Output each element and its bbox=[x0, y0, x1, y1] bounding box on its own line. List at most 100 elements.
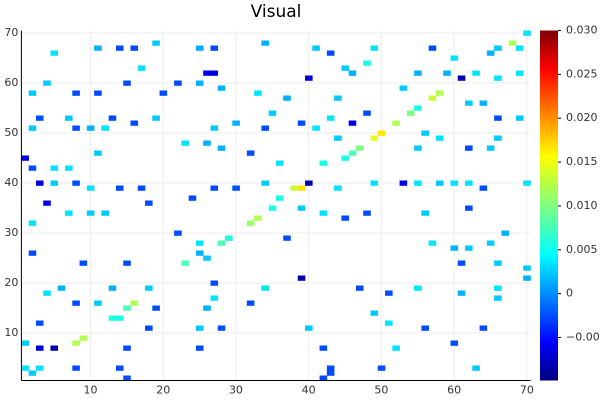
heat-cell bbox=[203, 255, 211, 261]
heat-cell bbox=[326, 115, 335, 121]
heat-cell bbox=[428, 45, 437, 51]
heat-cell bbox=[414, 285, 422, 291]
heat-cell bbox=[28, 370, 37, 376]
heat-cell bbox=[465, 245, 473, 251]
y-tick-label: 70 bbox=[4, 26, 18, 39]
heat-cell bbox=[494, 295, 502, 301]
colorbar-tick-label: 0.015 bbox=[566, 155, 598, 168]
heat-cell bbox=[261, 40, 269, 46]
heat-cell bbox=[123, 80, 131, 86]
heat-cell bbox=[254, 90, 262, 96]
heat-cell bbox=[254, 215, 262, 221]
heat-cell bbox=[210, 125, 219, 131]
heat-cell bbox=[450, 55, 459, 61]
heat-cell bbox=[203, 70, 211, 76]
x-tick-label: 20 bbox=[156, 384, 170, 397]
heat-cell bbox=[334, 185, 342, 191]
heat-cell bbox=[115, 45, 124, 51]
heat-cell bbox=[370, 135, 379, 141]
heat-cell bbox=[28, 220, 37, 226]
heat-cell bbox=[21, 340, 29, 346]
heat-cell bbox=[472, 70, 480, 76]
heat-cell bbox=[152, 115, 160, 121]
heat-cell bbox=[494, 45, 502, 51]
heat-cell bbox=[130, 300, 139, 306]
heat-cell bbox=[195, 250, 204, 256]
heat-cell bbox=[108, 315, 117, 321]
heat-cell bbox=[217, 85, 226, 91]
heat-cell bbox=[305, 75, 313, 81]
heat-cell bbox=[94, 300, 102, 306]
heat-cell bbox=[217, 145, 226, 151]
heat-cell bbox=[65, 210, 73, 216]
heat-cell bbox=[123, 305, 131, 311]
heat-cell bbox=[494, 75, 502, 81]
heat-cell bbox=[145, 200, 153, 206]
heat-cell bbox=[72, 180, 80, 186]
colorbar-tick-label: 0.025 bbox=[566, 67, 598, 80]
heat-cell bbox=[494, 285, 502, 291]
heat-cell bbox=[421, 210, 429, 216]
colorbar-tick-label: 0.010 bbox=[566, 199, 598, 212]
y-tick-label: 20 bbox=[4, 276, 18, 289]
heat-cell bbox=[101, 210, 109, 216]
heat-cell bbox=[21, 365, 29, 371]
heat-cell bbox=[283, 235, 291, 241]
heat-cell bbox=[370, 180, 379, 186]
heat-cell bbox=[195, 325, 204, 331]
heat-cell bbox=[246, 150, 255, 156]
heat-cell bbox=[515, 70, 524, 76]
heat-cell bbox=[174, 230, 182, 236]
heat-cell bbox=[508, 40, 517, 46]
heat-cell bbox=[101, 125, 109, 131]
heat-cell bbox=[305, 325, 313, 331]
heat-cell bbox=[28, 90, 37, 96]
heat-cell bbox=[297, 205, 306, 211]
heat-cell bbox=[515, 115, 524, 121]
heat-cell bbox=[123, 345, 131, 351]
heat-cell bbox=[65, 165, 73, 171]
heat-cell bbox=[72, 300, 80, 306]
heat-cell bbox=[392, 120, 400, 126]
heat-cell bbox=[232, 185, 240, 191]
heat-cell bbox=[457, 260, 466, 266]
heat-cell bbox=[108, 285, 117, 291]
colorbar-tick-label: 0.005 bbox=[566, 243, 598, 256]
heat-cell bbox=[86, 125, 95, 131]
heat-cell bbox=[457, 75, 466, 81]
heat-cell bbox=[334, 95, 342, 101]
heat-cell bbox=[297, 120, 306, 126]
heat-cell bbox=[137, 185, 146, 191]
heat-cell bbox=[363, 210, 371, 216]
heat-cell bbox=[246, 220, 255, 226]
heat-cell bbox=[450, 245, 459, 251]
chart-title: Visual bbox=[251, 2, 302, 22]
heat-cell bbox=[210, 295, 219, 301]
heat-cell bbox=[28, 125, 37, 131]
heat-cell bbox=[326, 365, 335, 371]
heat-cell bbox=[261, 285, 269, 291]
colorbar-tick-label: −0.005 bbox=[566, 331, 600, 344]
heat-cell bbox=[181, 260, 189, 266]
heat-cell bbox=[406, 110, 415, 116]
heat-cell bbox=[319, 160, 328, 166]
heat-cell bbox=[428, 240, 437, 246]
heat-cell bbox=[465, 205, 473, 211]
heat-cell bbox=[465, 180, 473, 186]
heat-cell bbox=[414, 145, 422, 151]
heat-cell bbox=[450, 340, 459, 346]
heat-cell bbox=[275, 160, 284, 166]
heat-cell bbox=[268, 110, 277, 116]
heat-cell bbox=[319, 375, 328, 381]
heat-cell bbox=[348, 120, 357, 126]
heat-cell bbox=[123, 260, 131, 266]
heat-cell bbox=[65, 115, 73, 121]
heat-cell bbox=[523, 30, 531, 36]
heat-cell bbox=[443, 70, 451, 76]
heat-cell bbox=[203, 140, 211, 146]
heat-cell bbox=[435, 180, 444, 186]
heat-cell bbox=[334, 135, 342, 141]
heat-cell bbox=[57, 285, 66, 291]
heat-cell bbox=[515, 45, 524, 51]
